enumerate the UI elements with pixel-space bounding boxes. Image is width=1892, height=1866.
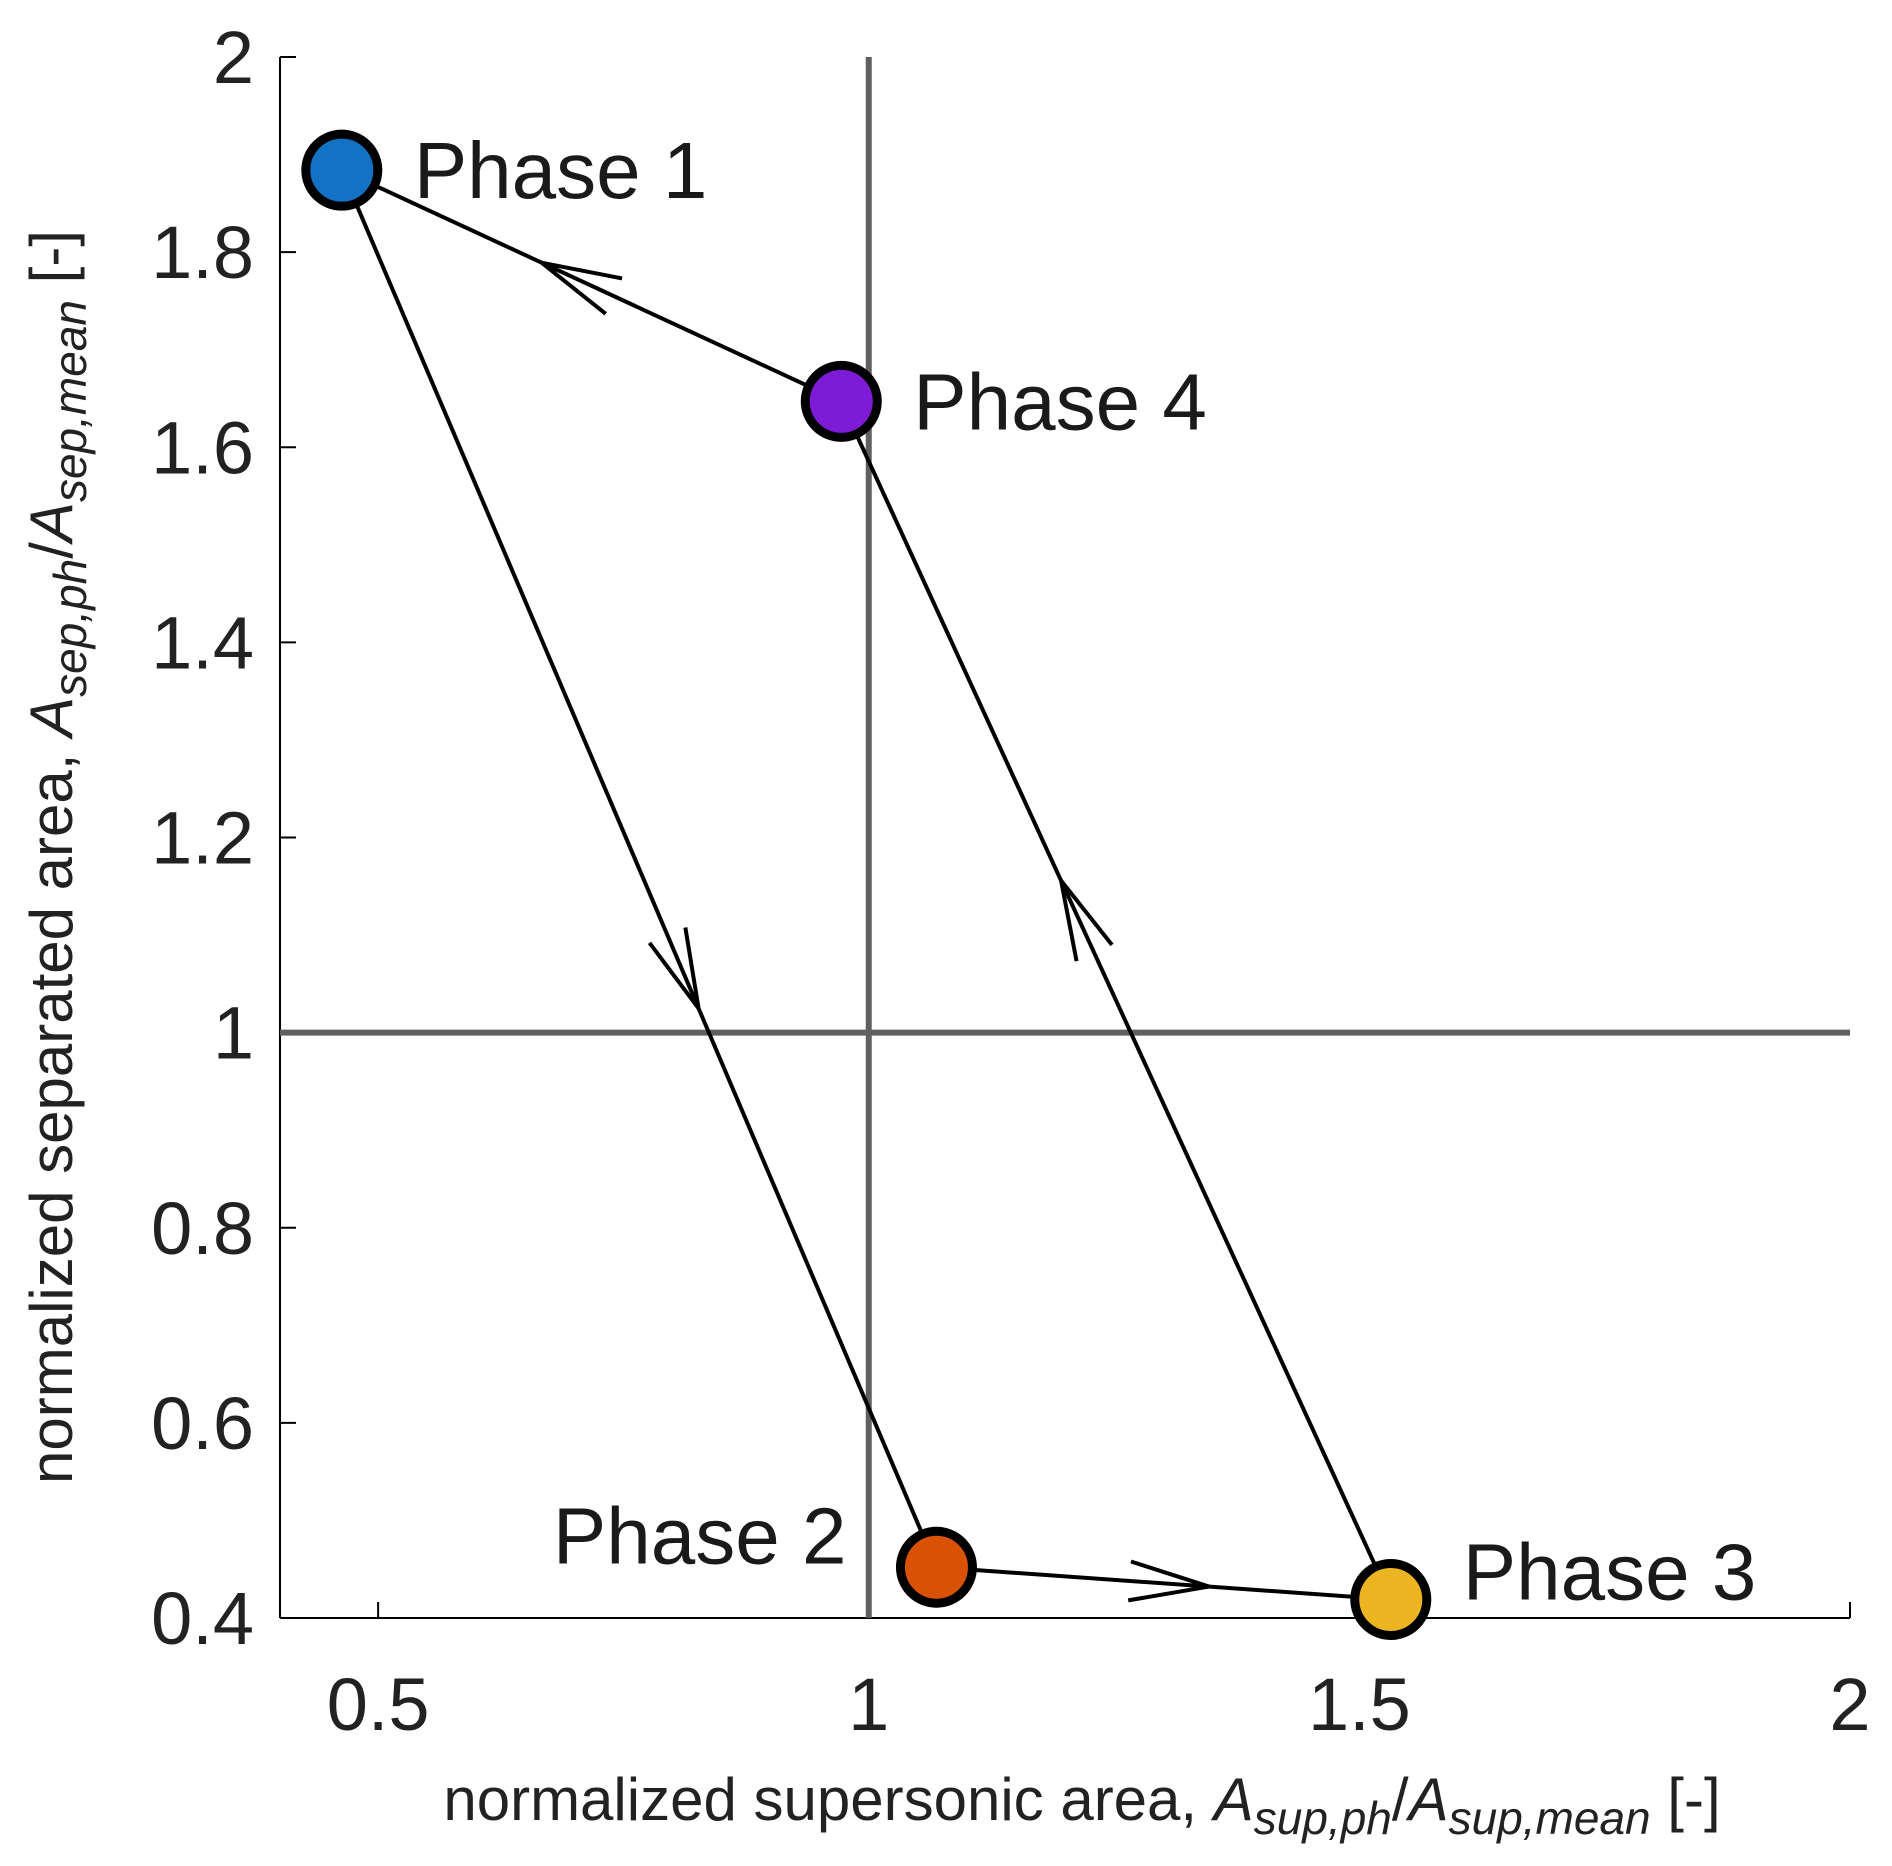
x-tick-label: 0.5: [327, 1663, 430, 1746]
cycle-segment: [340, 168, 843, 404]
direction-arrow: [647, 927, 701, 1010]
cycle-segment: [339, 169, 939, 1569]
y-tick-label: 1.4: [151, 601, 254, 684]
y-axis-title: normalized separated area, Asep,ph/Asep,…: [18, 230, 96, 1484]
phase-label: Phase 2: [553, 1491, 847, 1580]
y-tick-label: 0.4: [151, 1577, 254, 1660]
phase-markers: [301, 129, 1432, 1640]
phase-label: Phase 1: [414, 126, 708, 215]
cycle-segment: [936, 1565, 1391, 1602]
y-tick-label: 2: [213, 16, 254, 99]
direction-arrow: [1059, 879, 1114, 962]
x-tick-label: 1: [848, 1663, 889, 1746]
y-tick-label: 1.2: [151, 797, 254, 880]
x-tick-label: 2: [1829, 1663, 1870, 1746]
phase-marker: [301, 129, 383, 211]
phase-marker: [1350, 1558, 1432, 1640]
tick-labels: 0.5 1 1.5 2 0.4 0.6 0.8 1 1.2 1.4 1.6 1.8 2: [151, 16, 1870, 1746]
y-tick-label: 0.6: [151, 1382, 254, 1465]
cycle-path: [339, 168, 1393, 1603]
phase-marker: [800, 360, 882, 442]
direction-arrow: [540, 260, 623, 316]
y-tick-label: 1: [213, 992, 254, 1075]
cycle-segment: [839, 400, 1393, 1601]
x-axis-title: normalized supersonic area, Asup,ph/Asup…: [443, 1766, 1720, 1844]
phase-label: Phase 4: [913, 357, 1207, 446]
phase-label: Phase 3: [1463, 1527, 1757, 1616]
phase-labels: Phase 1 Phase 2 Phase 3 Phase 4: [414, 126, 1757, 1616]
x-tick-label: 1.5: [1308, 1663, 1411, 1746]
y-tick-label: 1.8: [151, 211, 254, 294]
axes: [279, 56, 1851, 1619]
reference-lines: [280, 57, 1850, 1618]
y-tick-label: 0.8: [151, 1187, 254, 1270]
y-tick-label: 1.6: [151, 406, 254, 489]
direction-arrow: [1127, 1559, 1210, 1603]
phase-marker: [895, 1526, 977, 1608]
